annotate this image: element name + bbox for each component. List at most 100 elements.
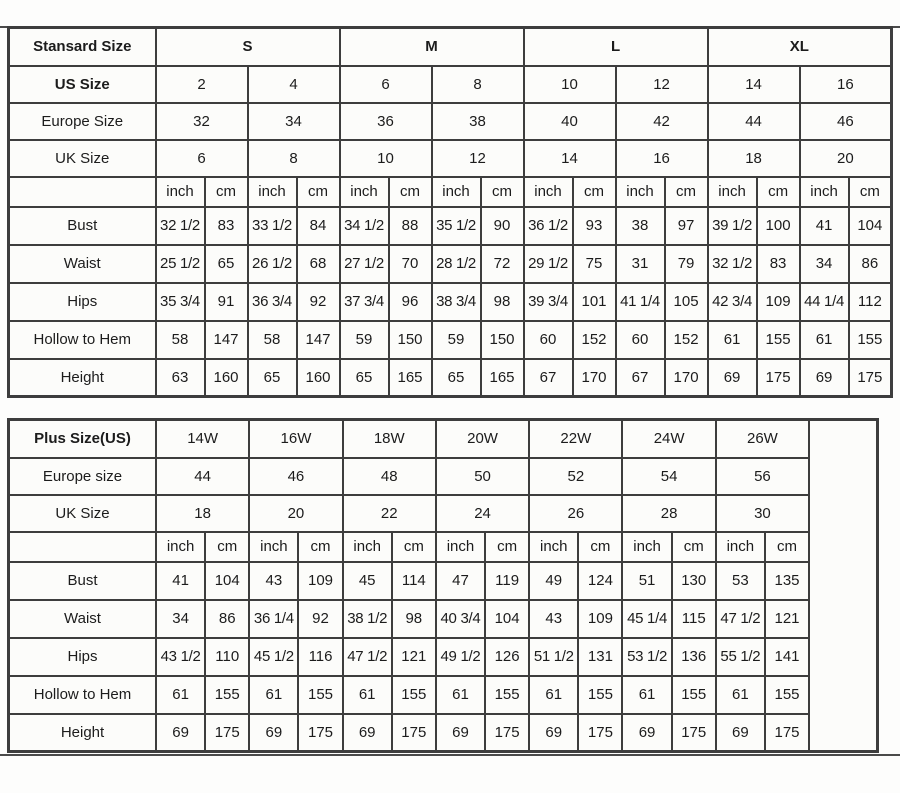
unit-header-inch: inch [621,530,673,563]
unit-header-cm: cm [571,175,617,208]
measurement-value-cell: 175 [847,357,893,398]
measurement-value-cell: 53 [714,560,766,601]
measurement-row-label: Bust [7,560,157,601]
measurement-value-cell: 175 [763,712,811,753]
measurement-value-cell: 116 [297,636,344,677]
measurement-row-label: Hips [7,281,157,322]
measurement-value-cell: 86 [204,598,251,639]
measurement-value-cell: 53 1/2 [621,636,673,677]
size-value-cell: 44 [154,456,251,496]
unit-header-cm: cm [295,175,341,208]
measurement-value-cell: 175 [755,357,801,398]
measurement-value-cell: 101 [571,281,617,322]
measurement-value-cell: 39 1/2 [706,205,758,246]
measurement-value-cell: 131 [577,636,624,677]
measurement-value-cell: 141 [763,636,811,677]
size-value-cell: 50 [434,456,531,496]
plus-table-title: Plus Size(US) [7,418,157,459]
measurement-value-cell: 45 1/4 [621,598,673,639]
size-value-cell: 8 [246,138,341,178]
standard-table-title: Stansard Size [7,26,157,67]
measurement-value-cell: 175 [204,712,251,753]
measurement-value-cell: 34 [798,243,850,284]
table-row: UK Size 6 8 10 12 14 16 18 20 [7,138,893,178]
measurement-value-cell: 51 [621,560,673,601]
measurement-value-cell: 83 [203,205,249,246]
measurement-value-cell: 91 [203,281,249,322]
measurement-value-cell: 70 [387,243,433,284]
units-row-spacer [7,175,157,208]
table-row: US Size 2 4 6 8 10 12 14 16 [7,64,893,104]
row-label: US Size [7,64,157,104]
measurement-value-cell: 69 [434,712,487,753]
measurement-value-cell: 97 [663,205,709,246]
row-label: UK Size [7,138,157,178]
measurement-value-cell: 49 1/2 [434,636,487,677]
measurement-value-cell: 35 3/4 [154,281,206,322]
measurement-value-cell: 49 [528,560,580,601]
measurement-value-cell: 150 [479,319,525,360]
measurement-value-cell: 27 1/2 [338,243,390,284]
measurement-value-cell: 170 [663,357,709,398]
measurement-value-cell: 155 [577,674,624,715]
measurement-value-cell: 38 3/4 [430,281,482,322]
unit-header-inch: inch [154,175,206,208]
standard-size-table: Stansard Size S M L XL US Size 2 4 6 8 10 12 14 16 Eur… [7,26,894,398]
measurement-value-cell: 83 [755,243,801,284]
measurement-value-cell: 61 [798,319,850,360]
unit-header-inch: inch [154,530,207,563]
size-header-26w: 26W [714,418,811,459]
measurement-value-cell: 39 3/4 [522,281,574,322]
measurement-value-cell: 47 [434,560,487,601]
unit-header-cm: cm [755,175,801,208]
measurement-value-cell: 61 [528,674,580,715]
measurement-value-cell: 105 [663,281,709,322]
size-value-cell: 46 [798,101,893,141]
size-value-cell: 12 [614,64,709,104]
measurement-value-cell: 36 3/4 [246,281,298,322]
size-value-cell: 38 [430,101,525,141]
row-label: Europe size [7,456,157,496]
measurement-value-cell: 92 [297,598,344,639]
measurement-value-cell: 121 [763,598,811,639]
measurement-value-cell: 104 [204,560,251,601]
table-row: Hollow to Hem 58 147 58 147 59 150 59 150 60 152 60… [7,319,893,360]
measurement-value-cell: 61 [154,674,207,715]
table-row: Waist 34 86 36 1/4 92 38 1/2 98 40 3/4 104 43 109 4… [7,598,878,639]
measurement-value-cell: 65 [246,357,298,398]
measurement-value-cell: 84 [295,205,341,246]
unit-header-cm: cm [479,175,525,208]
measurement-value-cell: 160 [295,357,341,398]
measurement-value-cell: 45 1/2 [248,636,300,677]
measurement-value-cell: 114 [390,560,437,601]
size-group-header-m: M [338,26,525,67]
measurement-value-cell: 25 1/2 [154,243,206,284]
measurement-value-cell: 93 [571,205,617,246]
measurement-value-cell: 175 [390,712,437,753]
measurement-value-cell: 86 [847,243,893,284]
measurement-row-label: Waist [7,598,157,639]
measurement-value-cell: 69 [714,712,766,753]
size-value-cell: 42 [614,101,709,141]
measurement-value-cell: 34 [154,598,207,639]
measurement-value-cell: 58 [154,319,206,360]
units-row-spacer [7,530,157,563]
size-value-cell: 14 [522,138,617,178]
measurement-value-cell: 155 [297,674,344,715]
measurement-value-cell: 58 [246,319,298,360]
measurement-value-cell: 112 [847,281,893,322]
measurement-value-cell: 96 [387,281,433,322]
measurement-value-cell: 69 [248,712,300,753]
size-value-cell: 44 [706,101,801,141]
measurement-value-cell: 109 [297,560,344,601]
unit-header-inch: inch [528,530,580,563]
unit-header-inch: inch [706,175,758,208]
measurement-value-cell: 75 [571,243,617,284]
measurement-value-cell: 124 [577,560,624,601]
unit-header-cm: cm [484,530,531,563]
measurement-value-cell: 69 [706,357,758,398]
measurement-value-cell: 175 [297,712,344,753]
measurement-value-cell: 98 [390,598,437,639]
size-value-cell: 20 [798,138,893,178]
measurement-value-cell: 26 1/2 [246,243,298,284]
